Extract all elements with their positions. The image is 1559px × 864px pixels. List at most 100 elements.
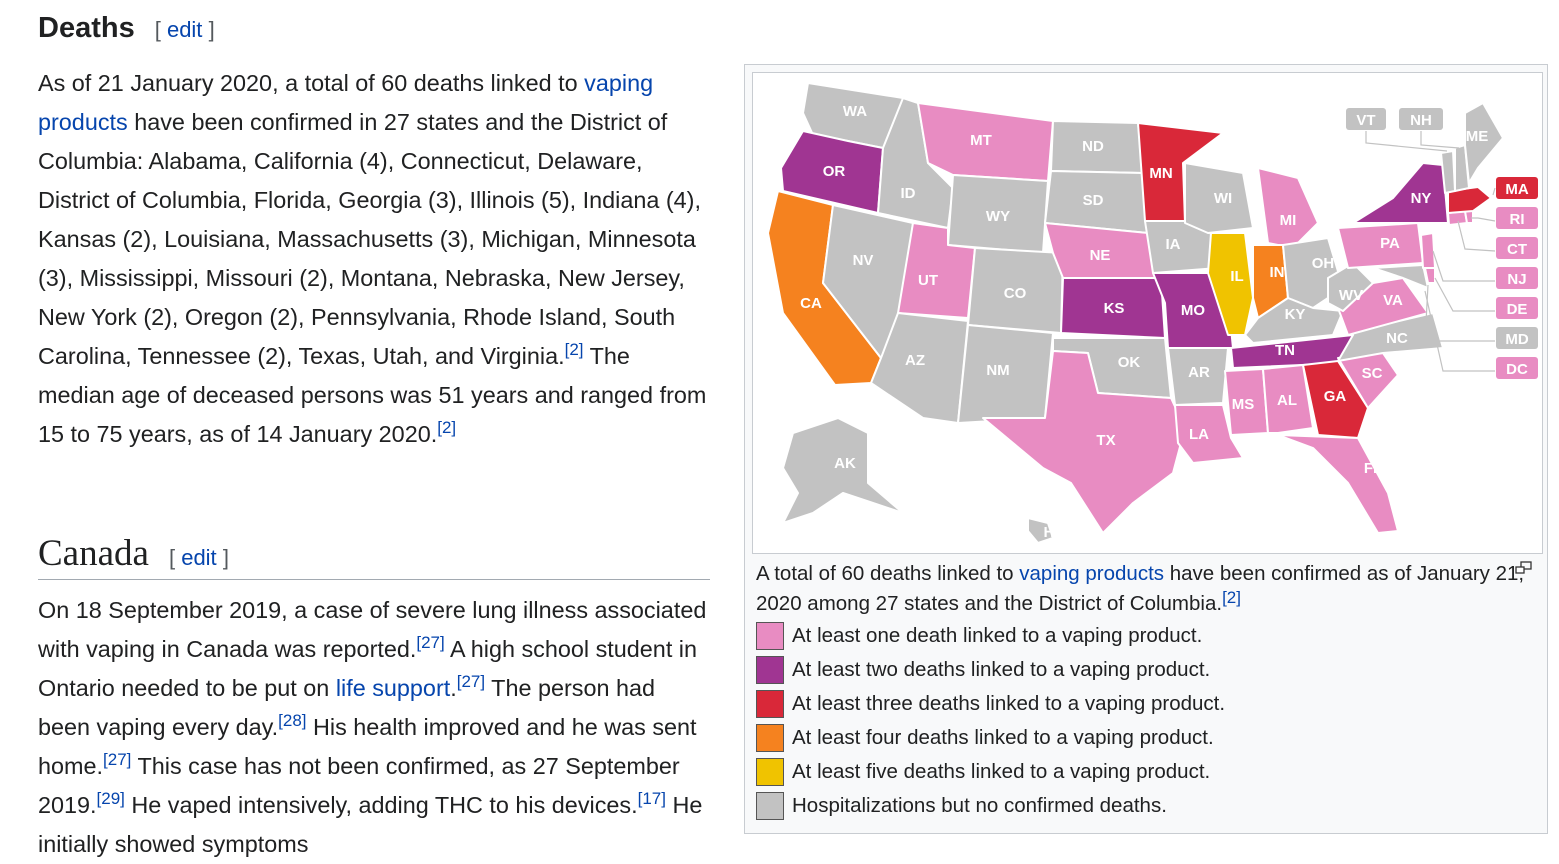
map-label-IL: IL (1230, 268, 1243, 285)
us-map-image[interactable]: WA OR CA NV ID MT WY UT CO AZ NM ND SD N… (752, 72, 1543, 554)
tag-box-MD (1496, 327, 1538, 349)
bracket: [ (154, 17, 161, 42)
tag-box-DC (1496, 357, 1538, 379)
reference-link[interactable]: [2] (437, 418, 457, 437)
legend-swatch (756, 656, 784, 684)
legend-swatch (756, 690, 784, 718)
map-label-VT: VT (1356, 112, 1375, 129)
map-label-HI: HI (1044, 524, 1059, 541)
map-label-ME: ME (1466, 128, 1489, 145)
legend-item: At least four deaths linked to a vaping … (756, 721, 1225, 755)
us-map-svg: WA OR CA NV ID MT WY UT CO AZ NM ND SD N… (767, 82, 1538, 544)
state-AR (1167, 347, 1229, 406)
legend-item: At least five deaths linked to a vaping … (756, 755, 1225, 789)
map-label-MO: MO (1181, 302, 1205, 319)
bracket: ] (208, 17, 215, 42)
map-label-DE: DE (1507, 301, 1528, 318)
map-label-IA: IA (1166, 236, 1181, 253)
map-label-NJ: NJ (1507, 271, 1526, 288)
figure-caption: A total of 60 deaths linked to vaping pr… (756, 559, 1526, 619)
map-label-VA: VA (1383, 292, 1403, 309)
vaping-products-link[interactable]: vaping products (38, 70, 654, 135)
state-DE (1424, 267, 1436, 284)
tag-box-VT (1346, 108, 1386, 130)
reference-link[interactable]: [27] (416, 633, 445, 652)
map-label-FL: FL (1364, 460, 1382, 477)
leader-lines (1365, 131, 1496, 372)
map-label-IN: IN (1270, 264, 1285, 281)
legend-label: At least five deaths linked to a vaping … (792, 760, 1211, 783)
reference-link[interactable]: [2] (1222, 588, 1241, 607)
map-label-AZ: AZ (905, 352, 925, 369)
deaths-edit-section: [ edit ] (155, 17, 215, 42)
legend-label: At least three deaths linked to a vaping… (792, 692, 1226, 715)
text-run: He initially showed symptoms (38, 792, 703, 857)
state-AL (1262, 364, 1314, 434)
state-AK (782, 417, 904, 524)
map-label-WV: WV (1339, 287, 1363, 304)
tag-box-RI (1496, 207, 1538, 229)
state-labels: WA OR CA NV ID MT WY UT CO AZ NM ND SD N… (800, 103, 1488, 541)
map-label-UT: UT (918, 272, 938, 289)
map-label-OK: OK (1118, 354, 1141, 371)
legend-label: Hospitalizations but no confirmed deaths… (792, 794, 1167, 817)
deaths-edit-link[interactable]: edit (166, 17, 203, 42)
caption-vaping-products-link[interactable]: vaping products (1019, 562, 1165, 585)
reference-link[interactable]: [28] (278, 711, 307, 730)
map-label-MA: MA (1505, 181, 1528, 198)
map-label-NC: NC (1386, 330, 1408, 347)
map-label-RI: RI (1510, 211, 1525, 228)
legend-swatch (756, 622, 784, 650)
reference-link[interactable]: [2] (564, 340, 584, 359)
state-FL (1277, 434, 1399, 534)
map-label-NY: NY (1411, 190, 1432, 207)
text-run: On 18 September 2019, a case of severe l… (38, 597, 707, 662)
state-TX (982, 350, 1186, 534)
state-MI (1257, 167, 1319, 249)
map-label-OR: OR (823, 163, 846, 180)
life-support-link[interactable]: life support (335, 675, 451, 701)
deaths-paragraph: As of 21 January 2020, a total of 60 dea… (38, 64, 710, 454)
reference-link[interactable]: [27] (103, 750, 132, 769)
map-label-NE: NE (1090, 247, 1111, 264)
state-NY (1352, 162, 1449, 224)
text-run: . (450, 675, 457, 701)
map-label-MN: MN (1149, 165, 1172, 182)
legend-item: At least one death linked to a vaping pr… (756, 619, 1225, 653)
text-run: His health improved and he was sent home… (38, 714, 697, 779)
tag-box-NH (1399, 108, 1443, 130)
map-label-SC: SC (1362, 365, 1383, 382)
legend-label: At least four deaths linked to a vaping … (792, 726, 1214, 749)
deaths-heading: Deaths [ edit ] (38, 12, 215, 45)
legend-swatch (756, 758, 784, 786)
state-HI (1027, 517, 1054, 544)
tag-box-NJ (1496, 267, 1538, 289)
map-label-MI: MI (1280, 212, 1297, 229)
reference-link[interactable]: [27] (456, 672, 486, 691)
legend-swatch (756, 724, 784, 752)
reference-link[interactable]: [29] (96, 789, 125, 808)
state-AZ (870, 312, 969, 424)
map-label-CO: CO (1004, 285, 1027, 302)
map-label-TN: TN (1275, 342, 1295, 359)
map-label-SD: SD (1083, 192, 1104, 209)
text-run: A total of 60 deaths linked to (756, 562, 1020, 585)
map-label-CT: CT (1507, 241, 1527, 258)
map-label-NM: NM (986, 362, 1009, 379)
legend-swatch (756, 792, 784, 820)
map-label-AL: AL (1277, 392, 1297, 409)
text-run: have been confirmed in 27 states and the… (38, 109, 701, 369)
canada-heading: Canada [ edit ] (38, 532, 710, 580)
enlarge-icon[interactable] (1515, 561, 1533, 575)
reference-link[interactable]: [17] (637, 789, 666, 808)
map-label-ND: ND (1082, 138, 1104, 155)
canada-edit-link[interactable]: edit (181, 545, 217, 570)
canada-heading-text: Canada (38, 533, 149, 574)
text-run: He vaped intensively, adding THC to his … (124, 792, 638, 818)
map-label-AK: AK (834, 455, 856, 472)
map-label-NH: NH (1410, 112, 1432, 129)
small-state-tags: VT NH MA RI CT NJ DE MD DC (1346, 108, 1538, 379)
state-KY (1244, 297, 1344, 344)
map-label-WI: WI (1214, 190, 1232, 207)
text-run: have been confirmed as of January 21, 20… (756, 562, 1525, 615)
